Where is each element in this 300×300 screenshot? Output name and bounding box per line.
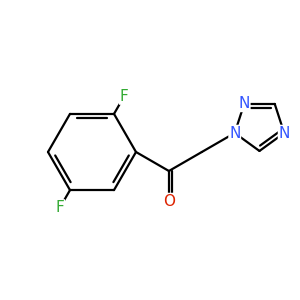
Text: N: N [278, 125, 290, 140]
Text: O: O [163, 194, 175, 208]
Text: N: N [229, 125, 240, 140]
Text: F: F [56, 200, 64, 215]
Text: N: N [238, 96, 250, 111]
Text: F: F [120, 89, 128, 104]
